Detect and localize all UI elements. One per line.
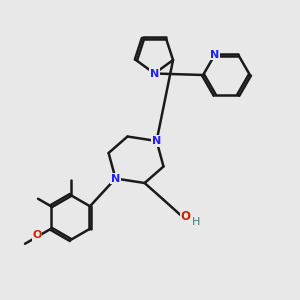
Text: O: O [32,230,42,240]
Text: H: H [192,217,200,227]
Text: O: O [180,210,190,223]
Text: N: N [111,173,120,184]
Text: N: N [152,136,161,146]
Text: N: N [210,50,219,60]
Text: N: N [150,68,159,79]
